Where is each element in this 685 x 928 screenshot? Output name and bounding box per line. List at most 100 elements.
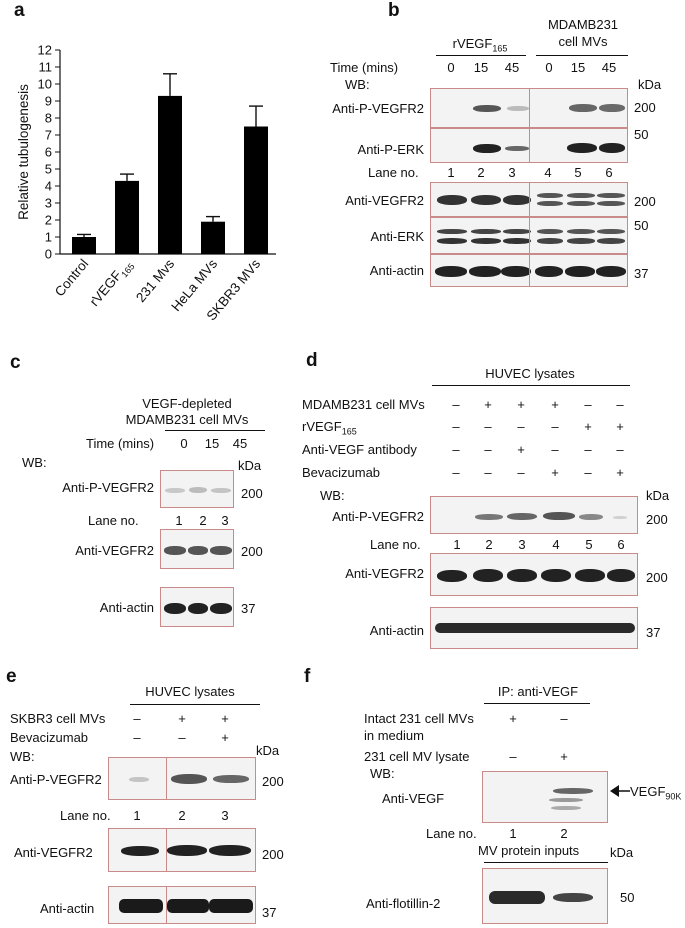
panel-e-label: e (6, 666, 17, 687)
d-kda-label: kDa (646, 488, 670, 503)
b-time: 15 (570, 60, 586, 75)
b-marker: 200 (634, 194, 656, 209)
y-tick-label: 10 (38, 77, 52, 92)
d-marker: 200 (646, 512, 668, 527)
condition-sign: – (616, 397, 624, 412)
f-header: IP: anti-VEGF (497, 684, 579, 699)
d-marker: 200 (646, 570, 668, 585)
f-blot-flotillin (482, 868, 608, 924)
e-condition-label: SKBR3 cell MVs (10, 711, 106, 726)
f-inputs-label: MV protein inputs (478, 843, 580, 858)
d-lane-number: 4 (552, 537, 560, 552)
c-row-label: Anti-P-VEGFR2 (62, 480, 154, 495)
f-row-label: Anti-VEGF (382, 791, 445, 806)
bar (158, 95, 182, 255)
c-lane-number: 2 (199, 513, 207, 528)
b-marker: 50 (634, 218, 649, 233)
condition-sign: – (551, 442, 559, 457)
bar (72, 237, 96, 254)
f-wb-label: WB: (370, 766, 395, 781)
condition-sign: + (616, 419, 624, 434)
condition-sign: – (584, 397, 592, 412)
d-condition-label: MDAMB231 cell MVs (302, 397, 425, 412)
d-lane-number: 6 (617, 537, 625, 552)
condition-sign: – (517, 419, 525, 434)
b-group2-header-1: MDAMB231 (547, 17, 619, 32)
condition-sign: + (221, 730, 229, 745)
y-tick-label: 8 (45, 111, 52, 126)
e-lane-label: Lane no. (60, 808, 111, 823)
d-header: HUVEC lysates (485, 366, 575, 381)
d-marker: 37 (646, 625, 661, 640)
y-axis-label: Relative tubulogenesis (16, 84, 31, 220)
category-label: 231 Mvs (133, 256, 177, 305)
condition-sign: – (452, 397, 460, 412)
b-time-label: Time (mins) (330, 60, 399, 75)
b-lane-number: 4 (544, 165, 552, 180)
b-wb-label: WB: (345, 77, 370, 92)
c-title-2: MDAMB231 cell MVs (125, 412, 249, 427)
c-lane-label: Lane no. (88, 513, 139, 528)
y-tick-label: 9 (45, 94, 52, 109)
c-row-label: Anti-VEGFR2 (75, 543, 154, 558)
condition-sign: – (484, 442, 492, 457)
b-row-label: Anti-P-VEGFR2 (332, 101, 424, 116)
c-wb-label: WB: (22, 455, 47, 470)
f-blot-vegf (482, 771, 608, 823)
condition-sign: – (178, 730, 186, 745)
b-time: 0 (447, 60, 455, 75)
condition-sign: – (452, 465, 460, 480)
b-lane-number: 1 (447, 165, 455, 180)
condition-sign: – (616, 442, 624, 457)
f-condition-1: Intact 231 cell MVs (364, 711, 474, 726)
b-time: 45 (504, 60, 520, 75)
y-tick-label: 7 (45, 128, 52, 143)
d-condition-label: rVEGF165 (302, 419, 357, 437)
c-blot-p-vegfr2 (160, 470, 234, 508)
y-tick-label: 4 (45, 179, 52, 194)
panel-f-label: f (304, 666, 311, 687)
b-time: 0 (545, 60, 553, 75)
condition-sign: – (551, 419, 559, 434)
e-row-label: Anti-VEGFR2 (14, 845, 93, 860)
condition-sign: + (551, 397, 559, 412)
b-time: 45 (601, 60, 617, 75)
e-kda-label: kDa (256, 743, 280, 758)
d-lane-number: 5 (585, 537, 593, 552)
d-row-label: Anti-P-VEGFR2 (332, 509, 424, 524)
bar (244, 126, 268, 254)
b-row-label: Anti-VEGFR2 (345, 193, 424, 208)
d-blot-p-vegfr2 (430, 496, 638, 534)
f-kda-label: kDa (610, 845, 634, 860)
condition-sign: – (452, 442, 460, 457)
b-marker: 37 (634, 266, 649, 281)
condition-sign: + (484, 397, 492, 412)
d-row-label: Anti-VEGFR2 (345, 566, 424, 581)
d-lane-label: Lane no. (370, 537, 421, 552)
e-row-label: Anti-actin (40, 901, 95, 916)
condition-sign: – (133, 711, 141, 726)
f-row-label: Anti-flotillin-2 (366, 896, 441, 911)
condition-sign: – (484, 419, 492, 434)
condition-sign: + (517, 442, 525, 457)
f-lane-number: 1 (509, 826, 517, 841)
f-arrow-label: VEGF90K (630, 784, 682, 802)
condition-sign: + (178, 711, 186, 726)
c-marker: 37 (241, 601, 256, 616)
f-lane-label: Lane no. (426, 826, 477, 841)
c-marker: 200 (241, 486, 263, 501)
c-blot-actin (160, 587, 234, 627)
e-blot-actin (108, 886, 256, 924)
c-marker: 200 (241, 544, 263, 559)
b-marker: 200 (634, 100, 656, 115)
b-row-label: Anti-P-ERK (357, 142, 424, 157)
panel-b-label: b (388, 0, 400, 21)
condition-sign: – (484, 465, 492, 480)
e-lane-number: 3 (221, 808, 229, 823)
b-lane-number: 5 (574, 165, 582, 180)
e-wb-label: WB: (10, 749, 35, 764)
y-tick-label: 12 (38, 43, 52, 58)
b-lane-label: Lane no. (368, 165, 419, 180)
b-row-label: Anti-actin (369, 263, 424, 278)
